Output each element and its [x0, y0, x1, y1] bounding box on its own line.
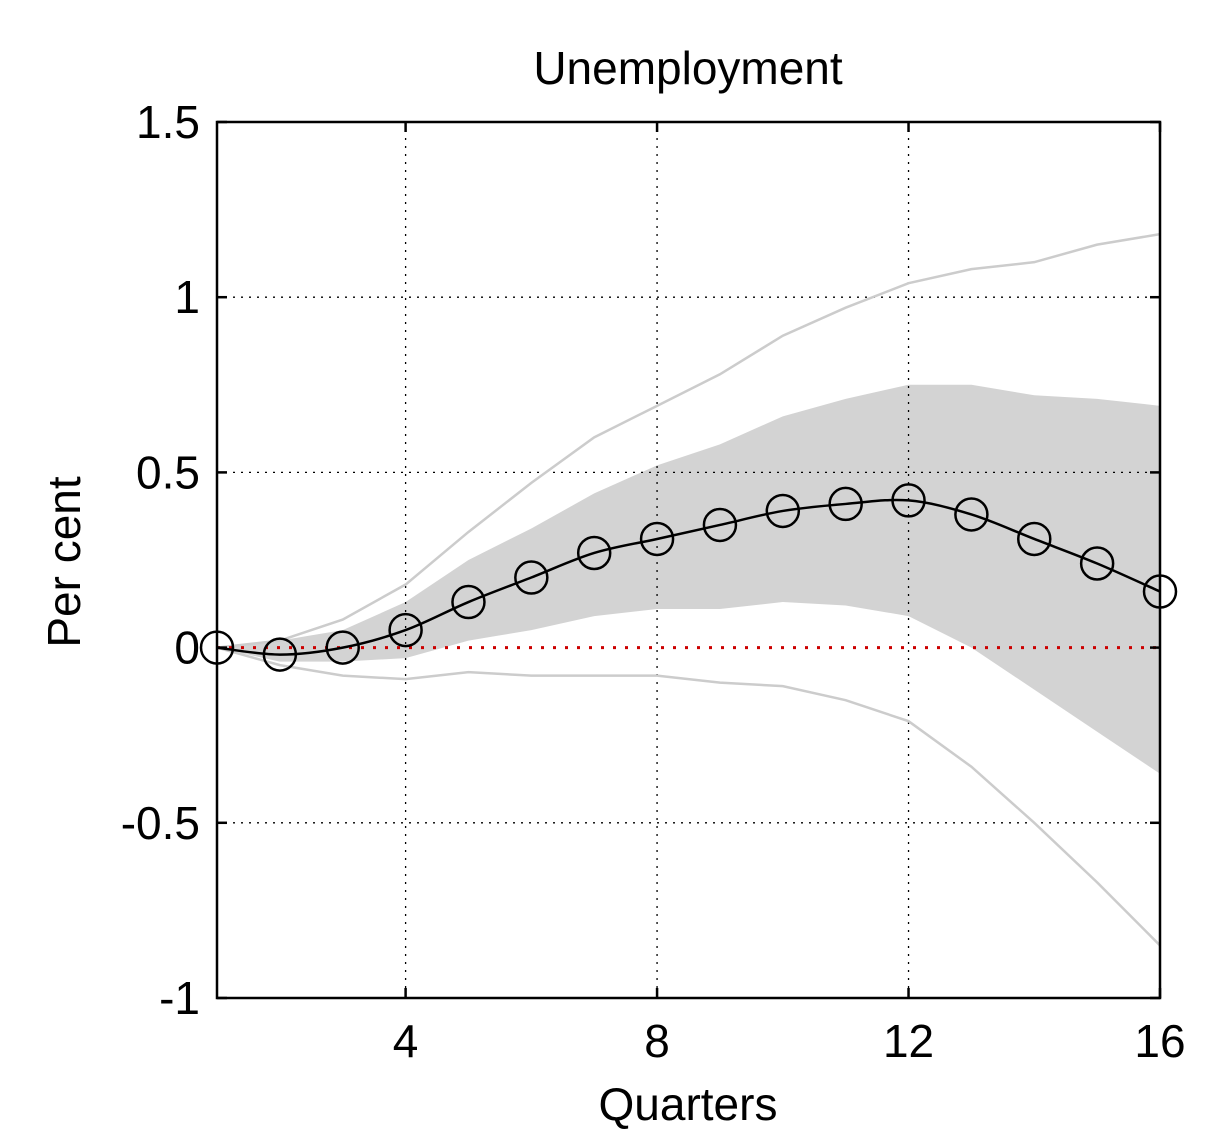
y-tick-label: 1.5	[136, 96, 200, 148]
data-point	[262, 637, 298, 672]
outer-band-lower-line	[216, 646, 1161, 947]
axes-frame	[215, 120, 1162, 1000]
data-point	[514, 560, 549, 595]
data-point	[828, 486, 863, 522]
data-point	[639, 521, 675, 557]
x-tick-label: 16	[1134, 1015, 1185, 1067]
data-point	[954, 497, 989, 532]
plot-area: 4 8 12 16 1.5 1 0.5 0 -0.5 -1	[121, 96, 1186, 1067]
chart-title: Unemployment	[533, 42, 843, 94]
y-tick-label: 0.5	[136, 446, 200, 498]
y-tick-label: 1	[174, 271, 200, 323]
data-point	[451, 584, 486, 620]
data-point	[1079, 546, 1115, 581]
y-tick-label: 0	[174, 622, 200, 674]
y-axis-label: Per cent	[38, 476, 90, 648]
outer-band-upper-line	[216, 232, 1161, 649]
x-axis-label: Quarters	[599, 1078, 778, 1130]
x-tick-label: 8	[644, 1015, 670, 1067]
data-point	[325, 630, 360, 665]
y-tick-label: -0.5	[121, 797, 200, 849]
series-line	[216, 498, 1161, 656]
confidence-band-inner	[217, 384, 1160, 774]
x-tick-label: 12	[883, 1015, 934, 1067]
data-point	[891, 483, 926, 518]
x-tick-label: 4	[393, 1015, 419, 1067]
data-point	[702, 507, 738, 543]
y-tick-label: -1	[159, 972, 200, 1024]
data-point	[1017, 521, 1052, 557]
data-point	[388, 612, 423, 648]
data-point	[576, 535, 612, 571]
data-point	[765, 493, 801, 529]
